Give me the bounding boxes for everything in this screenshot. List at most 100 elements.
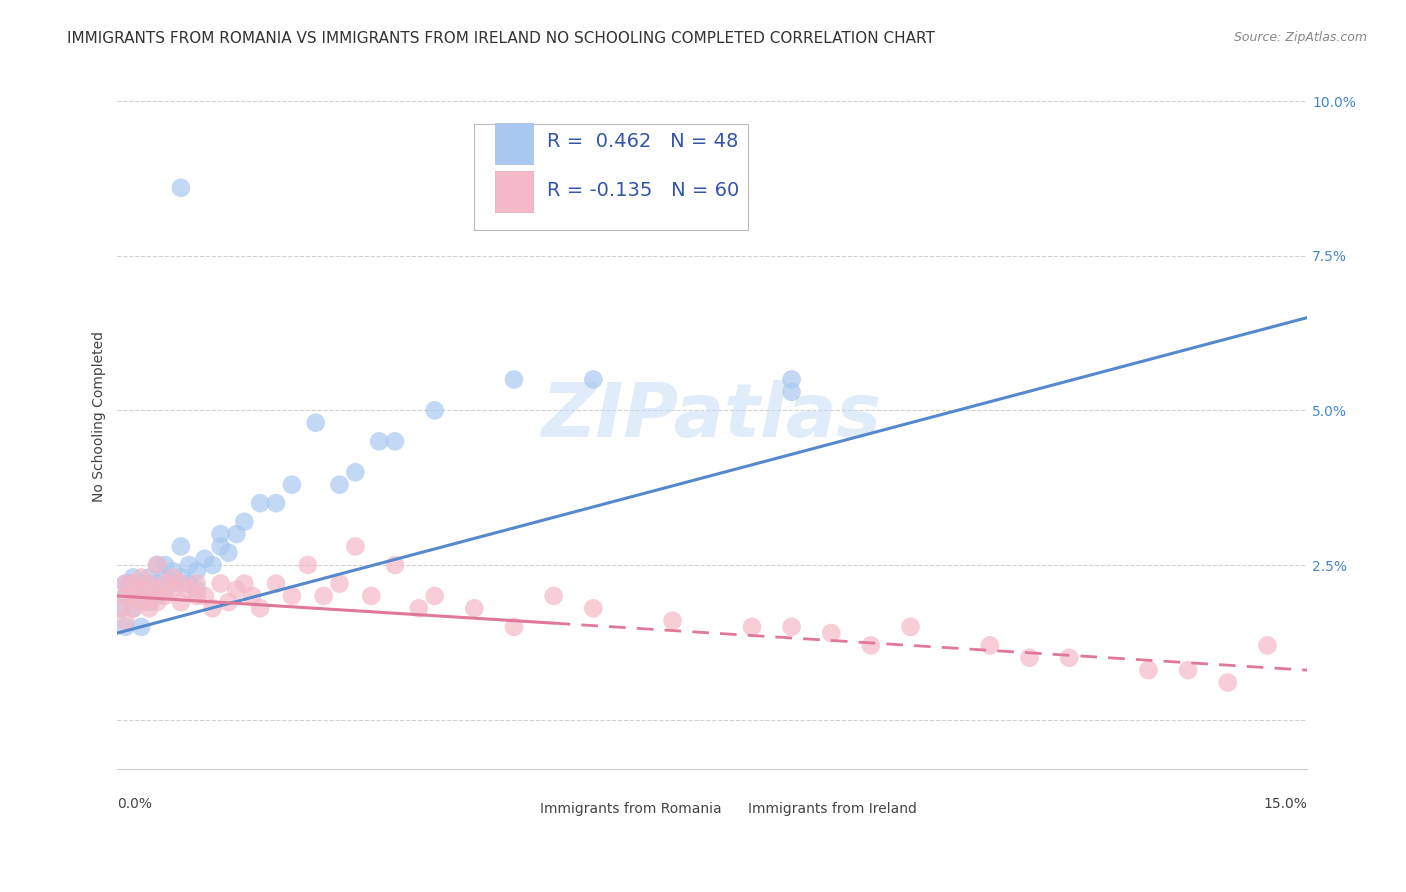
Point — [1216, 675, 1239, 690]
Point — [122, 601, 145, 615]
Point — [129, 595, 152, 609]
Point — [110, 601, 132, 615]
Point — [129, 576, 152, 591]
Point — [582, 601, 605, 615]
Point — [249, 496, 271, 510]
Text: R =  0.462   N = 48: R = 0.462 N = 48 — [547, 132, 738, 151]
Point — [1256, 639, 1278, 653]
Point — [328, 576, 350, 591]
Text: R = -0.135   N = 60: R = -0.135 N = 60 — [547, 180, 740, 200]
Point — [162, 576, 184, 591]
Text: Immigrants from Ireland: Immigrants from Ireland — [748, 802, 917, 815]
Point — [384, 558, 406, 572]
Text: Immigrants from Romania: Immigrants from Romania — [540, 802, 721, 815]
Point — [780, 372, 803, 386]
Point — [162, 570, 184, 584]
Point — [122, 601, 145, 615]
Point — [240, 589, 263, 603]
Point — [186, 582, 208, 597]
Point — [233, 515, 256, 529]
Point — [780, 384, 803, 399]
FancyBboxPatch shape — [505, 801, 530, 816]
Point — [153, 570, 176, 584]
Point — [312, 589, 335, 603]
Point — [859, 639, 882, 653]
Point — [1018, 650, 1040, 665]
Point — [129, 589, 152, 603]
Point — [423, 589, 446, 603]
Point — [186, 576, 208, 591]
Point — [233, 576, 256, 591]
Point — [170, 570, 193, 584]
Point — [138, 576, 160, 591]
Point — [297, 558, 319, 572]
Point — [264, 496, 287, 510]
Point — [281, 589, 304, 603]
Point — [344, 465, 367, 479]
Point — [360, 589, 382, 603]
Text: IMMIGRANTS FROM ROMANIA VS IMMIGRANTS FROM IRELAND NO SCHOOLING COMPLETED CORREL: IMMIGRANTS FROM ROMANIA VS IMMIGRANTS FR… — [67, 31, 935, 46]
Point — [979, 639, 1001, 653]
Point — [209, 527, 232, 541]
Point — [177, 582, 200, 597]
Point — [177, 558, 200, 572]
Point — [249, 601, 271, 615]
Point — [582, 372, 605, 386]
Point — [820, 626, 842, 640]
Point — [503, 620, 526, 634]
Point — [503, 372, 526, 386]
Point — [146, 576, 169, 591]
Point — [122, 576, 145, 591]
Point — [146, 558, 169, 572]
FancyBboxPatch shape — [495, 123, 533, 163]
Point — [110, 601, 132, 615]
Point — [1137, 663, 1160, 677]
Point — [146, 589, 169, 603]
Point — [153, 558, 176, 572]
FancyBboxPatch shape — [713, 801, 738, 816]
Point — [408, 601, 430, 615]
Point — [114, 589, 136, 603]
Point — [225, 527, 247, 541]
Point — [114, 614, 136, 628]
Point — [194, 589, 217, 603]
Point — [114, 576, 136, 591]
Text: ZIPatlas: ZIPatlas — [543, 380, 883, 453]
Point — [1057, 650, 1080, 665]
Point — [264, 576, 287, 591]
Point — [153, 589, 176, 603]
Point — [201, 601, 224, 615]
Point — [209, 576, 232, 591]
FancyBboxPatch shape — [495, 171, 533, 212]
Point — [114, 589, 136, 603]
Point — [209, 540, 232, 554]
Point — [118, 576, 141, 591]
Point — [114, 620, 136, 634]
Point — [170, 540, 193, 554]
Point — [122, 589, 145, 603]
Point — [218, 595, 240, 609]
FancyBboxPatch shape — [474, 124, 748, 230]
Point — [218, 546, 240, 560]
Point — [368, 434, 391, 449]
Point — [146, 582, 169, 597]
Point — [138, 595, 160, 609]
Point — [328, 477, 350, 491]
Text: 0.0%: 0.0% — [118, 797, 152, 812]
Text: 15.0%: 15.0% — [1263, 797, 1308, 812]
Point — [543, 589, 565, 603]
Point — [225, 582, 247, 597]
Point — [344, 540, 367, 554]
Point — [1177, 663, 1199, 677]
Point — [138, 589, 160, 603]
Point — [384, 434, 406, 449]
Point — [186, 564, 208, 578]
Point — [170, 576, 193, 591]
Point — [162, 564, 184, 578]
Point — [194, 551, 217, 566]
Point — [129, 620, 152, 634]
Point — [122, 570, 145, 584]
Point — [170, 595, 193, 609]
Point — [122, 589, 145, 603]
Point — [162, 582, 184, 597]
